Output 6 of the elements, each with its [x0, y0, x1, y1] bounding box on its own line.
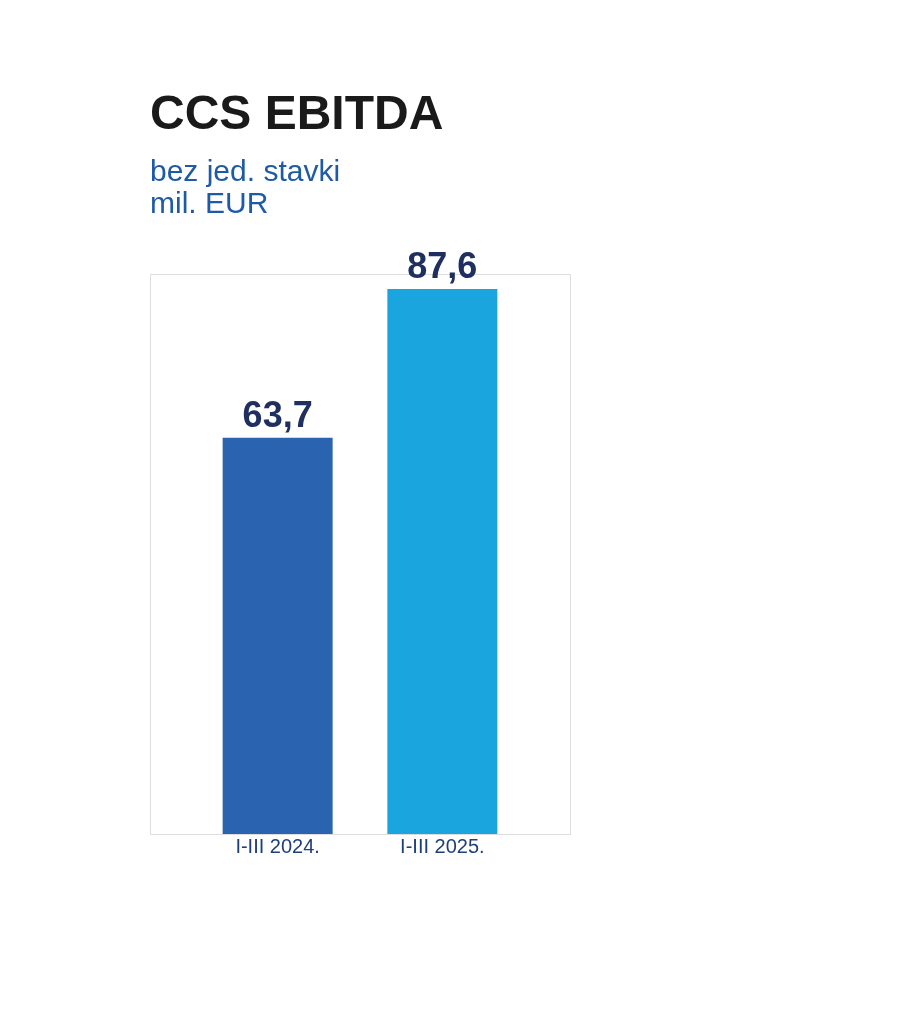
data-label: 87,6 [407, 244, 478, 286]
chart-title: CCS EBITDA [150, 85, 444, 139]
data-label: 63,7 [242, 393, 313, 435]
chart-subtitle: bez jed. stavki [150, 153, 341, 187]
x-tick-label: I-III 2024. [235, 834, 320, 857]
x-tick-label: I-III 2025. [400, 834, 485, 857]
